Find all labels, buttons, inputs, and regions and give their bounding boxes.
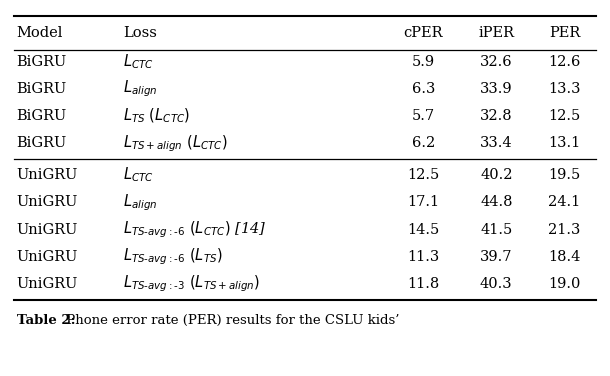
Text: 5.7: 5.7 (412, 109, 435, 123)
Text: 21.3: 21.3 (548, 223, 581, 237)
Text: 14.5: 14.5 (407, 223, 440, 237)
Text: Loss: Loss (123, 26, 157, 40)
Text: BiGRU: BiGRU (16, 55, 67, 69)
Text: Phone error rate (PER) results for the CSLU kids’: Phone error rate (PER) results for the C… (62, 314, 400, 327)
Text: UniGRU: UniGRU (16, 196, 78, 209)
Text: 19.5: 19.5 (548, 168, 581, 182)
Text: BiGRU: BiGRU (16, 109, 67, 123)
Text: BiGRU: BiGRU (16, 136, 67, 150)
Text: 41.5: 41.5 (480, 223, 512, 237)
Text: UniGRU: UniGRU (16, 168, 78, 182)
Text: 32.6: 32.6 (480, 55, 512, 69)
Text: 12.5: 12.5 (407, 168, 440, 182)
Text: iPER: iPER (478, 26, 514, 40)
Text: $L_{CTC}$: $L_{CTC}$ (123, 166, 154, 185)
Text: Table 2:: Table 2: (16, 314, 75, 327)
Text: 33.9: 33.9 (480, 82, 512, 96)
Text: $L_{TS\text{-}avg:\text{-}6}$ $(L_{CTC})$ [14]: $L_{TS\text{-}avg:\text{-}6}$ $(L_{CTC})… (123, 219, 266, 240)
Text: $L_{TS\text{-}avg:\text{-}6}$ $(L_{TS})$: $L_{TS\text{-}avg:\text{-}6}$ $(L_{TS})$ (123, 247, 223, 267)
Text: $L_{TS+align}$ $(L_{CTC})$: $L_{TS+align}$ $(L_{CTC})$ (123, 133, 228, 154)
Text: $L_{align}$: $L_{align}$ (123, 79, 157, 99)
Text: UniGRU: UniGRU (16, 250, 78, 264)
Text: 44.8: 44.8 (480, 196, 512, 209)
Text: 24.1: 24.1 (548, 196, 581, 209)
Text: 12.6: 12.6 (548, 55, 581, 69)
Text: 40.3: 40.3 (480, 277, 512, 291)
Text: $L_{CTC}$: $L_{CTC}$ (123, 52, 154, 71)
Text: $L_{TS}$ $(L_{CTC})$: $L_{TS}$ $(L_{CTC})$ (123, 107, 190, 125)
Text: 11.3: 11.3 (407, 250, 440, 264)
Text: 5.9: 5.9 (412, 55, 435, 69)
Text: 12.5: 12.5 (548, 109, 581, 123)
Text: 19.0: 19.0 (548, 277, 581, 291)
Text: 6.2: 6.2 (412, 136, 435, 150)
Text: 13.3: 13.3 (548, 82, 581, 96)
Text: 32.8: 32.8 (480, 109, 512, 123)
Text: 40.2: 40.2 (480, 168, 512, 182)
Text: 39.7: 39.7 (480, 250, 512, 264)
Text: cPER: cPER (404, 26, 443, 40)
Text: 13.1: 13.1 (548, 136, 581, 150)
Text: 11.8: 11.8 (407, 277, 440, 291)
Text: Model: Model (16, 26, 63, 40)
Text: 6.3: 6.3 (412, 82, 435, 96)
Text: 17.1: 17.1 (407, 196, 439, 209)
Text: PER: PER (549, 26, 580, 40)
Text: 18.4: 18.4 (548, 250, 581, 264)
Text: $L_{TS\text{-}avg:\text{-}3}$ $(L_{TS+align})$: $L_{TS\text{-}avg:\text{-}3}$ $(L_{TS+al… (123, 274, 260, 294)
Text: UniGRU: UniGRU (16, 223, 78, 237)
Text: BiGRU: BiGRU (16, 82, 67, 96)
Text: 33.4: 33.4 (480, 136, 512, 150)
Text: UniGRU: UniGRU (16, 277, 78, 291)
Text: $L_{align}$: $L_{align}$ (123, 192, 157, 213)
